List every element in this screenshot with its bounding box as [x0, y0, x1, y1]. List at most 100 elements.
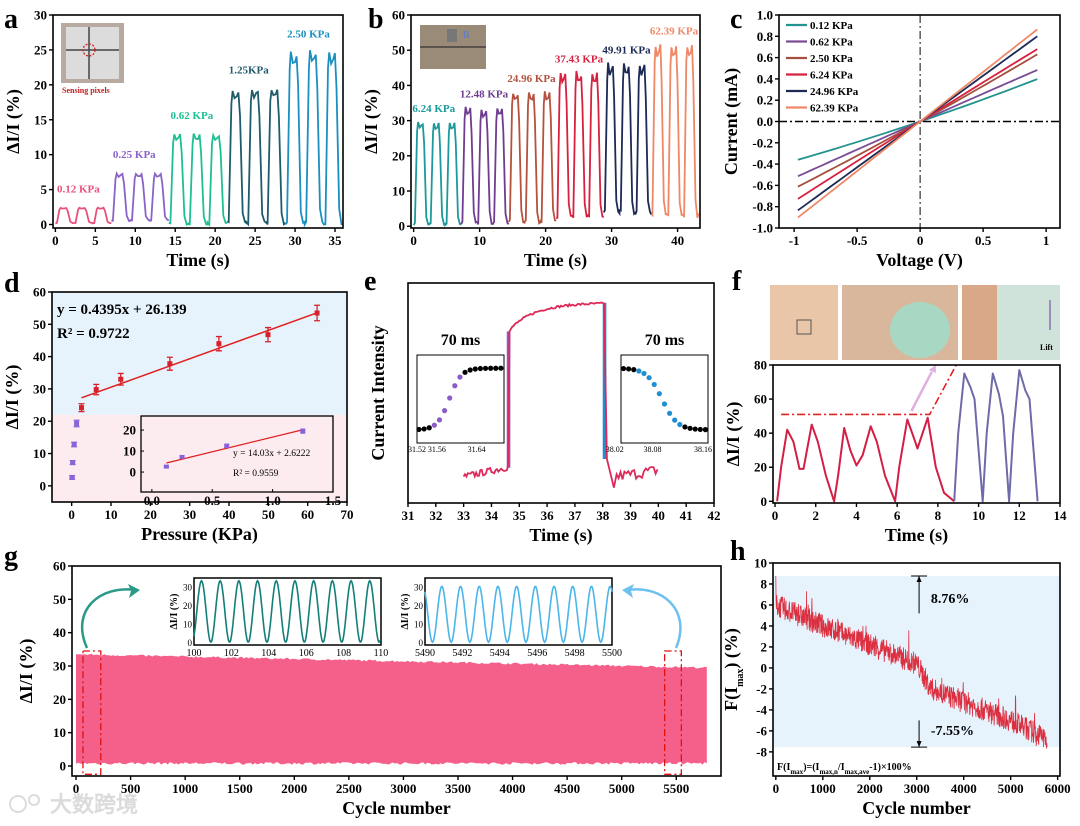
y-tick-label: 10 — [33, 446, 46, 461]
inset-data-point — [441, 408, 448, 414]
x-tick-label: 0 — [52, 233, 59, 248]
x-tick-label: 1500 — [227, 781, 253, 796]
inset-data-point — [488, 365, 494, 371]
data-label: 0.12 KPa — [57, 183, 100, 195]
x-tick-label: 0 — [410, 233, 417, 248]
x-tick-label: 3000 — [390, 781, 416, 796]
x-tick-label: 10 — [972, 508, 985, 523]
x-tick-label: 4 — [853, 508, 860, 523]
panel-label-g: g — [4, 541, 18, 572]
inset-data-point — [631, 367, 637, 373]
x-tick-label: 31 — [402, 508, 415, 523]
inset-data-point — [447, 395, 453, 401]
y-tick-label: 0.2 — [757, 93, 773, 108]
press-arrow-icon: ⇅ — [462, 30, 470, 41]
inset-x-tick-label: 108 — [336, 648, 351, 659]
upper-bound-arrow-icon — [911, 575, 928, 614]
inset-data-point — [682, 424, 688, 430]
y-tick-label: 6 — [761, 597, 768, 612]
inset-y-tick-label: 10 — [414, 620, 424, 630]
plot-frame — [52, 14, 344, 229]
data-point — [74, 420, 80, 426]
panel-b: 6.24 KPa 12.48 KPa 24.96 KPa 37.43 KPa49.91… — [361, 8, 701, 271]
inset-cycle-line — [424, 585, 613, 644]
legend-label: 6.24 KPa — [810, 70, 853, 82]
x-tick-label: 10 — [129, 233, 142, 248]
formula-part: /I — [837, 762, 845, 773]
y-axis-title-part: F(I — [721, 687, 742, 711]
x-tick-label: 0 — [917, 233, 924, 248]
inset-data-point — [697, 426, 703, 433]
data-label: 49.91 KPa — [602, 45, 651, 57]
panel-g: 0 500 1000 1500 2000 2500 3000 3500 4000 4500 5000… — [16, 559, 722, 818]
panel-label-d: d — [4, 268, 20, 299]
inset-data-point — [636, 368, 642, 374]
y-tick-label: 8 — [761, 576, 768, 591]
response-time-label: 70 ms — [441, 332, 481, 349]
x-tick-label: 35 — [513, 508, 527, 523]
x-tick-label: 0 — [68, 507, 75, 522]
x-axis-title: Time (s) — [524, 250, 587, 271]
inset-data-point — [620, 365, 627, 372]
x-tick-label: 41 — [680, 508, 693, 523]
inset-data-point — [431, 422, 437, 428]
inset-data-point — [472, 366, 478, 372]
data-point — [118, 376, 124, 382]
series-line-125KPa — [226, 89, 287, 227]
highlight-box — [663, 650, 682, 775]
inset-data-point — [493, 365, 499, 371]
inset-data-point — [661, 401, 668, 407]
x-tick-label: 50 — [262, 507, 275, 522]
y-axis-title: F(Imax) (%) — [721, 628, 746, 711]
inset-data-point — [498, 365, 504, 371]
series-line-2496KPa — [507, 91, 557, 226]
plot-frame — [51, 291, 348, 503]
x-tick-label: 36 — [541, 508, 555, 523]
x-tick-label: 40 — [671, 233, 684, 248]
x-tick-label: 30 — [605, 233, 618, 248]
y-tick-label: 40 — [33, 349, 46, 364]
formula-text: F(Imax)=(Imax,n/Imax,ave-1)×100% — [777, 762, 912, 776]
x-axis-title: Pressure (KPa) — [141, 524, 258, 545]
panel-d: y = 0.4395x + 26.139 R² = 0.9722 0 10 20 30 40… — [2, 285, 354, 546]
y-tick-label: 1.0 — [757, 8, 773, 23]
panel-f: Lift 0 2 4 6 8 10 12 14 0 20 40 60 80 Time (s) ΔI/I (%) — [723, 285, 1067, 546]
cycling-envelope — [76, 653, 707, 765]
x-tick-label: 33 — [457, 508, 471, 523]
y-tick-label: -2 — [756, 681, 767, 696]
watermark-icon — [9, 795, 27, 813]
series-line-250KPa — [284, 50, 344, 228]
legend-label: 24.96 KPa — [810, 86, 859, 98]
inset-data-point — [426, 425, 432, 431]
inset-data-point — [656, 391, 662, 397]
x-tick-label: 2500 — [336, 781, 362, 796]
formula-part: -1)×100% — [869, 762, 911, 773]
inset-data-point — [687, 425, 693, 431]
inset-fit-equation: y = 14.03x + 2.6222 — [233, 449, 310, 459]
inset-y-tick-label: 30 — [414, 582, 424, 592]
inset-data-point — [224, 443, 230, 448]
x-tick-label: 1000 — [172, 781, 198, 796]
watermark-text: 大数跨境 — [50, 792, 138, 818]
legend-label: 0.62 KPa — [810, 37, 853, 49]
inset-y-axis-title: ΔI/I (%) — [400, 594, 411, 630]
inset-data-point — [677, 421, 683, 428]
inset-fit-r-squared: R² = 0.9559 — [233, 469, 279, 479]
y-axis-title: ΔI/I (%) — [361, 89, 382, 154]
cup — [890, 302, 950, 358]
y-tick-label: 0 — [60, 759, 67, 774]
y-tick-label: -0.2 — [752, 135, 773, 150]
series-line-062KPa — [168, 132, 228, 227]
watermark-icon — [28, 794, 40, 806]
y-tick-label: 50 — [392, 43, 405, 58]
inset-x-tick-label: 31.64 — [468, 445, 486, 454]
data-label: 1.25KPa — [229, 65, 270, 77]
y-tick-label: 40 — [754, 426, 767, 441]
x-axis-title: Time (s) — [529, 525, 592, 546]
y-tick-label: 10 — [392, 184, 405, 199]
x-axis-title: Time (s) — [885, 525, 948, 546]
inset-x-tick-label: 102 — [224, 648, 239, 659]
inset-x-tick-label: 106 — [299, 648, 314, 659]
inset-data-point — [482, 365, 489, 371]
y-tick-label: 0 — [40, 478, 47, 493]
